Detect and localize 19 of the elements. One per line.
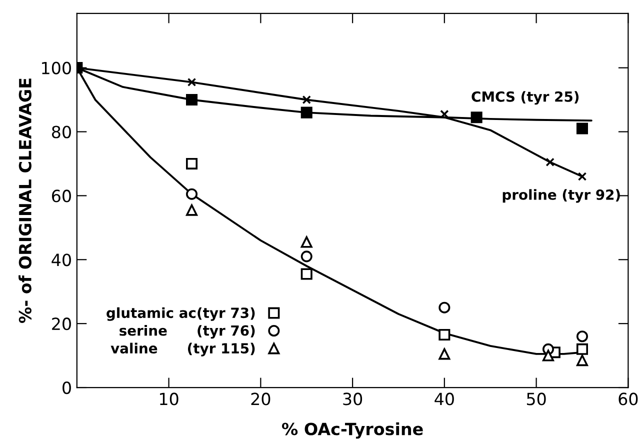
y-tick-label: 60 bbox=[52, 190, 71, 202]
x-axis-title: % OAc-Tyrosine bbox=[282, 422, 423, 439]
y-axis-title: %- of ORIGINAL CLEAVAGE bbox=[18, 78, 32, 323]
x-tick-label: 60 bbox=[618, 392, 638, 406]
x-tick-label: 20 bbox=[251, 392, 270, 406]
legend-label: valine (tyr 115) bbox=[110, 342, 255, 356]
legend-label: proline (tyr 92) bbox=[502, 189, 620, 203]
x-tick-label: 30 bbox=[343, 392, 362, 406]
legend-label: serine (tyr 76) bbox=[120, 325, 255, 339]
legend-label: glutamic ac(tyr 73) bbox=[106, 307, 255, 321]
series-label: CMCS (tyr 25) bbox=[472, 91, 579, 105]
y-tick-label: 100 bbox=[42, 62, 71, 74]
y-tick-label: 20 bbox=[52, 318, 71, 330]
y-tick-label: 0 bbox=[62, 381, 71, 394]
x-tick-label: 10 bbox=[160, 392, 178, 406]
x-tick-label: 40 bbox=[434, 392, 454, 406]
x-tick-label: 50 bbox=[526, 392, 546, 406]
y-tick-label: 40 bbox=[52, 254, 71, 266]
y-tick-label: 80 bbox=[52, 126, 71, 138]
